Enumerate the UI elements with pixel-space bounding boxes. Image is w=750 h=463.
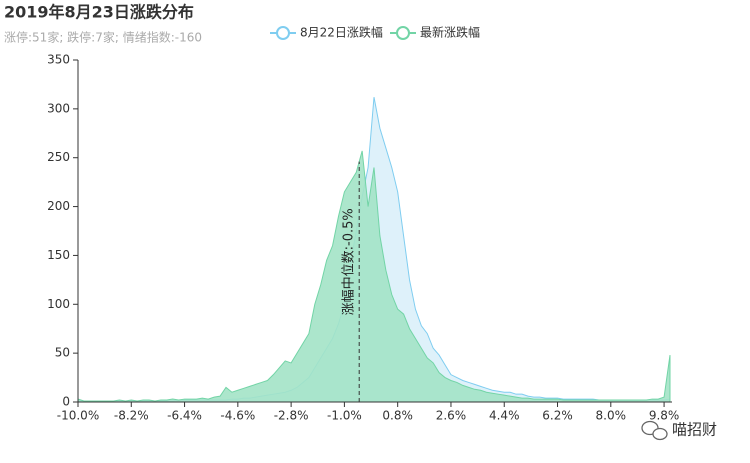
legend-label: 8月22日涨跌幅 [300, 25, 383, 40]
area [77, 150, 671, 403]
y-tick-label: 200 [47, 199, 70, 213]
watermark: 喵招财 [672, 421, 717, 439]
median-label: 涨幅中位数:-0.5% [342, 208, 357, 315]
legend-label: 最新涨跌幅 [420, 25, 480, 40]
x-tick-label: -6.4% [167, 409, 202, 423]
y-tick-label: 250 [47, 150, 70, 164]
y-tick-label: 100 [47, 297, 70, 311]
x-tick-label: 9.8% [649, 409, 680, 423]
x-tick-label: 0.8% [382, 409, 413, 423]
legend-icon [396, 26, 410, 40]
x-tick-label: 2.6% [436, 409, 467, 423]
watermark-icon [641, 420, 668, 441]
chart-title: 2019年8月23日涨跌分布 [4, 3, 194, 22]
y-tick-label: 300 [47, 101, 70, 115]
legend-icon [276, 26, 290, 40]
y-tick-label: 50 [55, 346, 70, 360]
chart-subtitle: 涨停:51家; 跌停:7家; 情绪指数:-160 [4, 30, 202, 45]
x-tick-label: 4.4% [489, 409, 520, 423]
x-tick-label: -2.8% [274, 409, 309, 423]
x-tick-label: -1.0% [327, 409, 362, 423]
y-tick-label: 0 [62, 395, 70, 409]
y-tick-label: 150 [47, 248, 70, 262]
x-tick-label: -8.2% [114, 409, 149, 423]
x-tick-label: 8.0% [596, 409, 627, 423]
x-tick-label: -4.6% [220, 409, 255, 423]
x-tick-label: 6.2% [542, 409, 573, 423]
y-tick-label: 350 [47, 53, 70, 67]
x-tick-label: -10.0% [57, 409, 99, 423]
